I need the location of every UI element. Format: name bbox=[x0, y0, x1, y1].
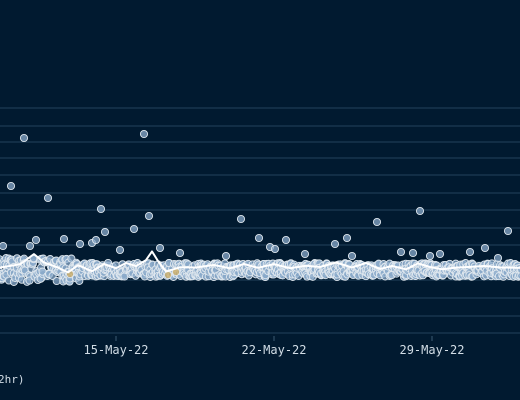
average-line-layer bbox=[0, 250, 520, 274]
data-point-outlier bbox=[100, 227, 110, 237]
data-point-outlier bbox=[300, 249, 310, 259]
data-point-outlier bbox=[281, 235, 291, 245]
data-point bbox=[52, 276, 61, 286]
data-point-outlier bbox=[115, 245, 125, 255]
x-tick-label: 29-May-22 bbox=[399, 343, 464, 357]
average-line bbox=[0, 250, 520, 274]
data-point-outlier bbox=[19, 133, 29, 143]
data-point-outlier bbox=[129, 224, 139, 234]
x-axis: 15-May-22 22-May-22 29-May-22 bbox=[83, 336, 465, 357]
data-point bbox=[517, 271, 520, 280]
data-points bbox=[0, 129, 520, 286]
data-point-outlier bbox=[347, 251, 357, 261]
data-point-outlier bbox=[175, 248, 185, 258]
data-point-outlier bbox=[465, 247, 475, 257]
data-point-outlier bbox=[415, 206, 425, 216]
data-point-highlight bbox=[163, 270, 173, 280]
data-point-outlier bbox=[408, 248, 418, 258]
data-point-outlier bbox=[25, 241, 35, 251]
data-point-outlier bbox=[6, 181, 16, 191]
data-point-outlier bbox=[155, 243, 165, 253]
data-point-outlier bbox=[330, 239, 340, 249]
x-tick-label: 22-May-22 bbox=[241, 343, 306, 357]
data-point-outlier bbox=[254, 233, 264, 243]
x-tick-label: 15-May-22 bbox=[83, 343, 148, 357]
data-point-outlier bbox=[342, 233, 352, 243]
data-point-outlier bbox=[43, 193, 53, 203]
data-point-outlier bbox=[493, 253, 503, 263]
data-point-outlier bbox=[96, 204, 106, 214]
legend-label: 2hr) bbox=[0, 373, 25, 386]
data-point-outlier bbox=[480, 243, 490, 253]
data-point-outlier bbox=[139, 129, 149, 139]
data-point-outlier bbox=[236, 214, 246, 224]
data-point-outlier bbox=[75, 239, 85, 249]
data-point-outlier bbox=[59, 234, 69, 244]
data-point-outlier bbox=[396, 247, 406, 257]
data-point-outlier bbox=[221, 251, 231, 261]
data-point-outlier bbox=[31, 235, 41, 245]
data-point-outlier bbox=[270, 244, 280, 254]
data-point-outlier bbox=[372, 217, 382, 227]
data-point-outlier bbox=[503, 226, 513, 236]
data-point-outlier bbox=[0, 241, 8, 251]
data-point-outlier bbox=[91, 235, 101, 245]
data-point-outlier bbox=[144, 211, 154, 221]
grid-lines bbox=[0, 107, 520, 334]
data-point-outlier bbox=[425, 251, 435, 261]
data-point-outlier bbox=[435, 249, 445, 259]
